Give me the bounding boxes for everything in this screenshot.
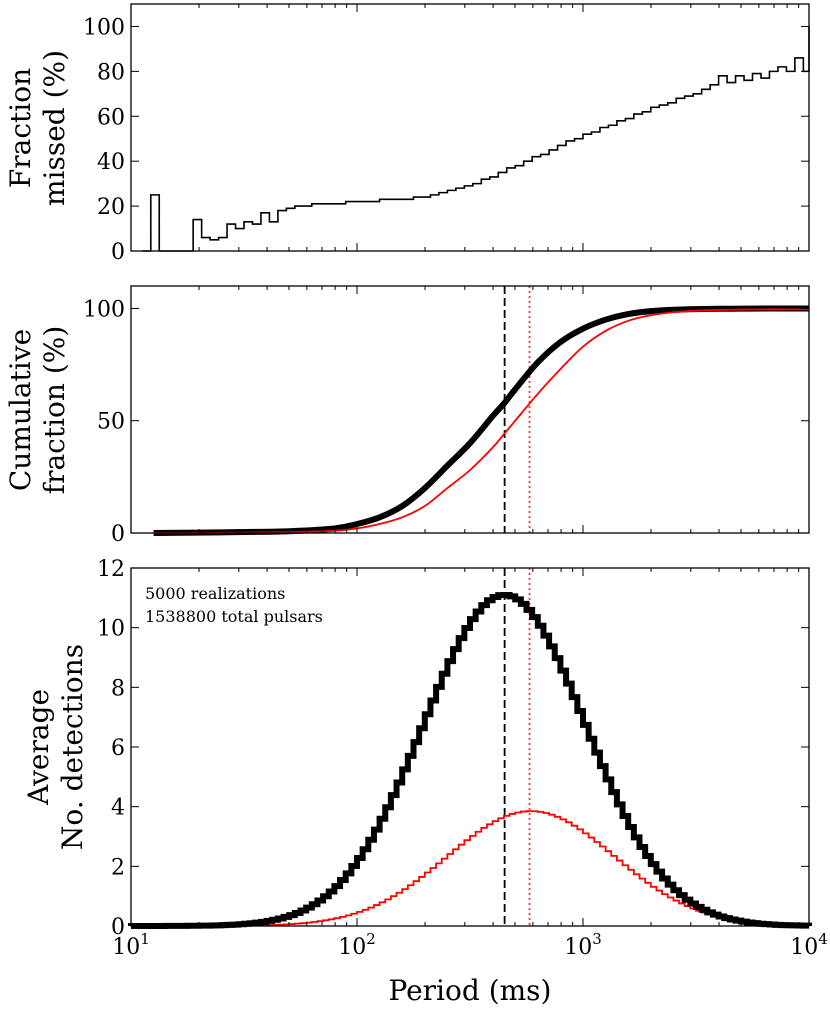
p2-ytick-label: 12 [97, 557, 125, 582]
p2-ytick-label: 8 [111, 676, 125, 701]
p1-ytick-label: 100 [83, 297, 125, 322]
p0-ytick-label: 20 [97, 195, 125, 220]
p0-ytick-label: 60 [97, 105, 125, 130]
p1-frame [130, 285, 810, 534]
p2-series-all-detections [128, 591, 812, 929]
p1-ytick-label: 0 [111, 522, 125, 547]
p1-ytick-labels: 0 50 100 [83, 297, 125, 547]
panel-average-detections: 0 2 4 6 8 10 12 5000 realizations 1538800 tota… [22, 557, 828, 1007]
p2-ticks [130, 567, 809, 927]
p2-ytick-label: 6 [111, 736, 125, 761]
p2-ylabel-line2: No. detections [56, 644, 89, 850]
p0-ylabel-line2: missed (%) [38, 50, 71, 206]
x-tick-labels: 101 102 103 104 [112, 930, 828, 960]
p2-ytick-labels: 0 2 4 6 8 10 12 [97, 557, 125, 940]
p2-ytick-label: 10 [97, 617, 125, 642]
p2-ytick-label: 0 [111, 915, 125, 940]
p0-ylabel-line1: Fraction [4, 68, 37, 188]
x-axis-title: Period (ms) [389, 974, 552, 1007]
annotation-realizations: 5000 realizations [145, 584, 285, 603]
p0-ytick-labels: 0 20 40 60 80 100 [83, 15, 125, 265]
p2-ytick-label: 2 [111, 855, 125, 880]
p1-ylabel-line2: fraction (%) [38, 326, 71, 495]
p2-ylabel-line1: Average [22, 689, 55, 806]
panel-cumulative-fraction: 0 50 100 Cumulative fraction (%) [4, 285, 810, 547]
annotation-total-pulsars: 1538800 total pulsars [145, 607, 323, 626]
p0-ticks [130, 4, 809, 252]
p1-series-all-detections-cumulative [153, 305, 809, 536]
p0-ytick-label: 100 [83, 15, 125, 40]
p1-ytick-label: 50 [97, 410, 125, 435]
p0-frame [130, 3, 810, 252]
p1-ylabel-line1: Cumulative [4, 329, 37, 491]
p0-ytick-label: 0 [111, 240, 125, 265]
p0-series-group [142, 26, 810, 252]
p0-ytick-label: 40 [97, 150, 125, 175]
p1-ticks [130, 286, 809, 534]
p1-series-group [153, 286, 809, 536]
p2-ytick-label: 4 [111, 796, 125, 821]
x-tick-label: 101 [112, 930, 150, 960]
p0-series-fraction-missed [142, 26, 810, 252]
panel-fraction-missed: 0 20 40 60 80 100 Fraction missed (%) [4, 3, 810, 265]
x-tick-label: 102 [338, 930, 376, 960]
p1-series-subset-cumulative [153, 308, 809, 534]
p0-ytick-label: 80 [97, 60, 125, 85]
x-tick-label: 103 [564, 930, 602, 960]
x-tick-label: 104 [790, 930, 828, 960]
